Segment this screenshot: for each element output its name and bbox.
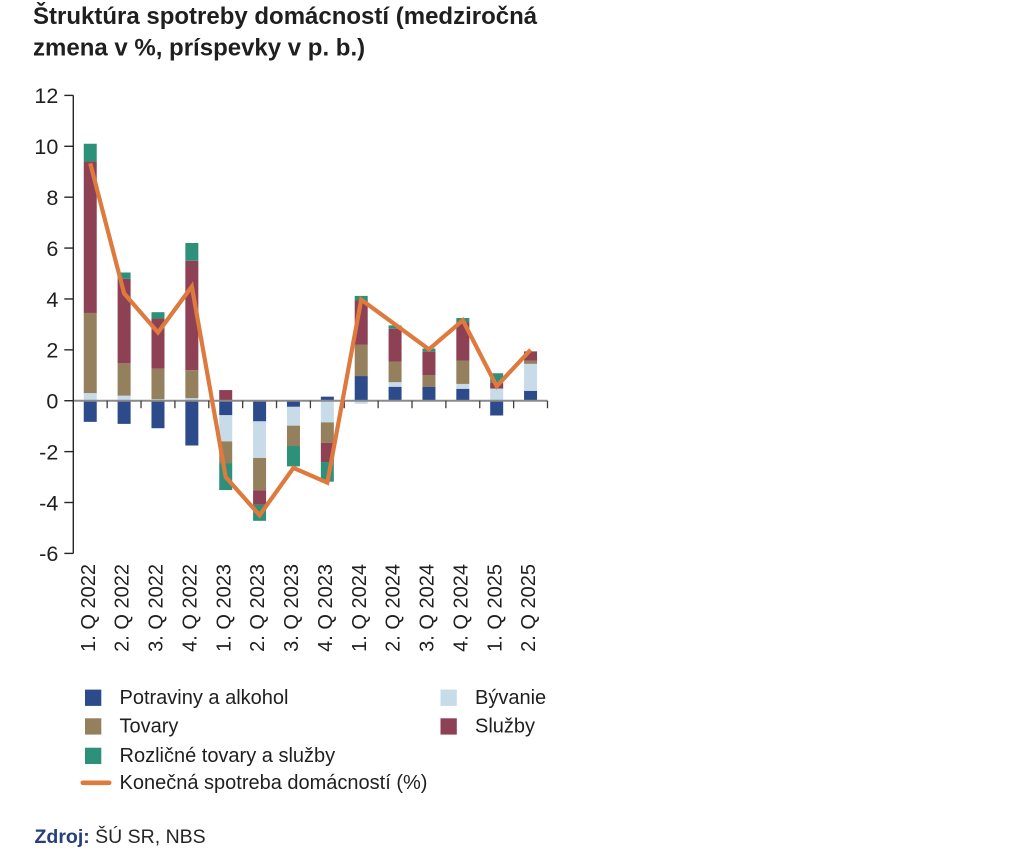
svg-text:4. Q 2024: 4. Q 2024 bbox=[450, 564, 472, 652]
svg-text:Tovary: Tovary bbox=[120, 716, 179, 738]
svg-text:2. Q 2024: 2. Q 2024 bbox=[383, 564, 405, 652]
svg-text:-4: -4 bbox=[39, 491, 58, 515]
svg-text:8: 8 bbox=[46, 186, 58, 210]
svg-text:Bývanie: Bývanie bbox=[475, 687, 546, 709]
svg-text:-6: -6 bbox=[39, 542, 58, 566]
svg-text:zmena v %, príspevky v p. b.): zmena v %, príspevky v p. b.) bbox=[33, 34, 365, 61]
svg-text:12: 12 bbox=[34, 84, 58, 108]
svg-text:4. Q 2022: 4. Q 2022 bbox=[179, 564, 201, 652]
svg-text:Zdroj: ŠÚ SR, NBS: Zdroj: ŠÚ SR, NBS bbox=[35, 825, 206, 848]
svg-text:0: 0 bbox=[46, 390, 58, 414]
svg-text:2. Q 2025: 2. Q 2025 bbox=[518, 564, 540, 652]
svg-text:-2: -2 bbox=[39, 440, 58, 464]
svg-text:3. Q 2022: 3. Q 2022 bbox=[146, 564, 168, 652]
svg-text:1. Q 2024: 1. Q 2024 bbox=[349, 564, 371, 652]
svg-text:2. Q 2023: 2. Q 2023 bbox=[247, 564, 269, 652]
svg-text:Potraviny a alkohol: Potraviny a alkohol bbox=[120, 687, 289, 709]
svg-text:3. Q 2023: 3. Q 2023 bbox=[281, 564, 303, 652]
svg-text:Štruktúra spotreby domácností: Štruktúra spotreby domácností (medziročn… bbox=[33, 2, 538, 30]
svg-text:4. Q 2023: 4. Q 2023 bbox=[315, 564, 337, 652]
svg-text:2. Q 2022: 2. Q 2022 bbox=[112, 564, 134, 652]
svg-text:3. Q 2024: 3. Q 2024 bbox=[417, 564, 439, 652]
svg-text:4: 4 bbox=[46, 288, 58, 312]
svg-text:1. Q 2023: 1. Q 2023 bbox=[213, 564, 235, 652]
svg-text:1. Q 2022: 1. Q 2022 bbox=[78, 564, 100, 652]
svg-text:1. Q 2025: 1. Q 2025 bbox=[484, 564, 506, 652]
svg-text:6: 6 bbox=[46, 237, 58, 261]
svg-text:2: 2 bbox=[46, 339, 58, 363]
svg-text:Konečná spotreba domácností (%: Konečná spotreba domácností (%) bbox=[120, 772, 428, 794]
svg-text:10: 10 bbox=[34, 135, 58, 159]
svg-text:Služby: Služby bbox=[475, 716, 535, 738]
svg-text:Rozličné tovary a služby: Rozličné tovary a služby bbox=[120, 745, 336, 767]
